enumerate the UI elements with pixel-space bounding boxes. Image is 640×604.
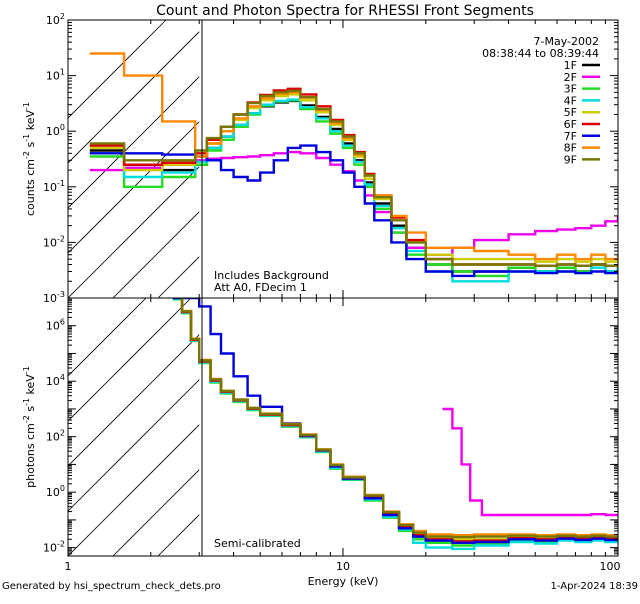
legend-label-2F: 2F — [564, 71, 577, 84]
top-series-9F — [89, 89, 618, 267]
bottom-y-axis-label-tail: keV — [24, 374, 37, 398]
top-attenuator-hatch — [68, 20, 640, 298]
top-hatch-line — [68, 76, 200, 209]
top-y-axis-label-mid: s — [24, 141, 37, 150]
bottom-series-2F — [442, 407, 618, 517]
bottom-y-axis-label-exp3: -1 — [22, 366, 31, 374]
x-tick-label-100: 100 — [600, 560, 621, 573]
bottom-y-tick-label: 10-2 — [43, 540, 65, 555]
bottom-attenuator-hatch — [68, 298, 640, 556]
top-hatch-line — [68, 166, 200, 298]
top-hatch-line — [157, 256, 200, 298]
bottom-hatch-line — [383, 298, 640, 556]
legend-label-8F: 8F — [564, 142, 577, 155]
top-hatch-line — [68, 31, 200, 164]
top-series-7F — [89, 144, 618, 278]
bottom-y-axis-label-exp1: -2 — [22, 415, 31, 423]
top-hatch-line — [293, 20, 571, 298]
bottom-hatch-line — [338, 298, 596, 556]
bottom-hatch-line — [203, 298, 461, 556]
bottom-plot-frame — [67, 297, 619, 557]
top-hatch-line — [112, 211, 200, 298]
bottom-series-group — [172, 298, 618, 551]
bottom-y-tick-label: 104 — [46, 373, 65, 388]
bottom-hatch-line — [428, 298, 640, 556]
top-y-axis-label-exp2: -1 — [22, 134, 31, 142]
top-series-2F — [89, 150, 618, 256]
bottom-axis-ticks — [67, 297, 618, 557]
bottom-hatch-line — [68, 379, 200, 512]
bottom-y-axis-label-exp2: -1 — [22, 398, 31, 406]
legend-label-6F: 6F — [564, 118, 577, 131]
top-y-tick-labels: 10-3 10-2 10-1 100 101 102 — [43, 12, 65, 305]
bottom-series-6F — [172, 298, 618, 543]
top-annotation-background: Includes Background — [214, 269, 329, 282]
top-y-axis-label: counts cm-2 s-1 keV-1 — [22, 102, 37, 216]
top-hatch-line — [248, 20, 526, 298]
bottom-series-5F — [172, 298, 618, 541]
legend-label-1F: 1F — [564, 59, 577, 72]
top-y-axis-label-exp3: -1 — [22, 102, 31, 110]
legend-label-3F: 3F — [564, 83, 577, 96]
top-hatch-line — [68, 20, 167, 119]
top-series-3F — [89, 99, 618, 278]
time-range-label: 08:38:44 to 08:39:44 — [482, 47, 599, 60]
bottom-hatch-line — [68, 424, 200, 556]
legend-label-5F: 5F — [564, 106, 577, 119]
bottom-y-axis-label-main: photons cm — [24, 423, 37, 488]
bottom-hatch-line — [68, 298, 147, 377]
top-series-group — [89, 52, 618, 283]
bottom-y-tick-labels: 10-2 100 102 104 106 — [43, 318, 65, 555]
bottom-series-9F — [180, 298, 618, 539]
bottom-y-axis-label: photons cm-2 s-1 keV-1 — [22, 366, 37, 488]
top-hatch-line — [68, 121, 200, 254]
bottom-series-3F — [172, 298, 618, 547]
bottom-series-8F — [180, 298, 618, 537]
bottom-y-tick-label: 102 — [46, 429, 65, 444]
top-y-tick-label: 10-1 — [43, 179, 65, 194]
bottom-series-7F — [172, 298, 618, 544]
bottom-y-tick-label: 100 — [46, 484, 65, 499]
top-series-4F — [89, 98, 618, 283]
footer-timestamp: 1-Apr-2024 18:39 — [550, 581, 638, 592]
date-label: 7-May-2002 — [534, 35, 599, 48]
bottom-y-axis-label-mid: s — [24, 406, 37, 415]
top-hatch-line — [203, 20, 481, 298]
x-axis-label: Energy (keV) — [308, 575, 379, 588]
top-y-axis-label-exp1: -2 — [22, 151, 31, 159]
footer-generated-by: Generated by hsi_spectrum_check_dets.pro — [2, 581, 221, 592]
top-y-axis-label-tail: keV — [24, 110, 37, 134]
legend-label-7F: 7F — [564, 130, 577, 143]
x-tick-label-10: 10 — [336, 560, 350, 573]
bottom-hatch-line — [293, 298, 551, 556]
bottom-y-tick-label: 106 — [46, 318, 65, 333]
bottom-series-1F — [172, 298, 618, 544]
top-y-tick-label: 102 — [46, 12, 65, 27]
top-y-axis-label-main: counts cm — [24, 159, 37, 216]
top-y-tick-label: 10-3 — [43, 290, 65, 305]
chart-title: Count and Photon Spectra for RHESSI Fron… — [156, 3, 534, 19]
legend-label-4F: 4F — [564, 94, 577, 107]
bottom-hatch-line — [112, 469, 200, 556]
top-annotation-attenuator: Att A0, FDecim 1 — [214, 281, 307, 294]
top-y-tick-label: 100 — [46, 123, 65, 138]
top-hatch-line — [383, 20, 640, 298]
bottom-hatch-line — [68, 298, 192, 422]
x-tick-label-1: 1 — [65, 560, 72, 573]
top-y-tick-label: 10-2 — [43, 234, 65, 249]
legend-label-9F: 9F — [564, 153, 577, 166]
top-y-tick-label: 101 — [46, 68, 65, 83]
bottom-annotation-semicalibrated: Semi-calibrated — [214, 537, 301, 550]
top-axis-ticks — [67, 19, 618, 299]
